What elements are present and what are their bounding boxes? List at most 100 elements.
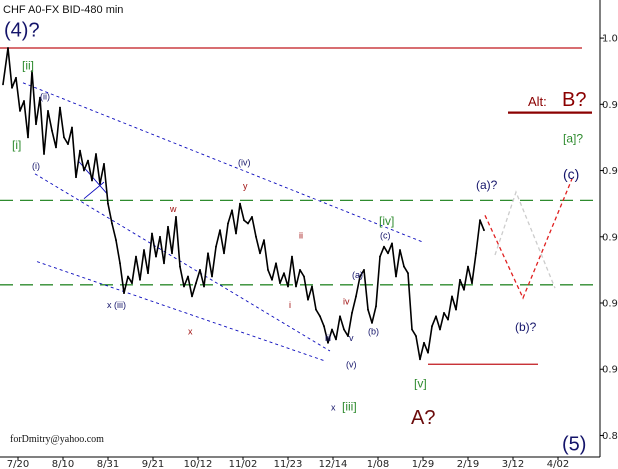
- wave-label: (4)?: [4, 19, 40, 41]
- y-tick-label: 1.00: [602, 34, 618, 45]
- wave-label: iv: [343, 297, 350, 307]
- price-point: [99, 182, 101, 185]
- price-point: [199, 269, 201, 271]
- y-tick-label: 0.92: [602, 299, 618, 310]
- price-point: [327, 341, 329, 344]
- price-point: [395, 275, 397, 278]
- price-point: [387, 252, 389, 255]
- price-point: [155, 255, 157, 258]
- price-point: [359, 275, 361, 278]
- price-point: [271, 278, 273, 281]
- price-point: [95, 153, 97, 155]
- price-point: [255, 235, 257, 238]
- wave-label: iii: [325, 333, 331, 343]
- price-point: [23, 100, 25, 102]
- price-point: [119, 262, 121, 265]
- price-point: [19, 110, 21, 112]
- price-point: [215, 245, 217, 248]
- price-point: [75, 176, 77, 179]
- price-point: [263, 239, 265, 242]
- x-tick-label: 9/21: [142, 459, 164, 469]
- wave-label: (c): [380, 230, 391, 240]
- price-point: [47, 110, 49, 112]
- series-layer: [2, 47, 485, 361]
- price-point: [279, 282, 281, 284]
- wave-label: ii: [299, 230, 303, 240]
- price-point: [347, 335, 349, 337]
- wave-label: (5): [562, 433, 586, 455]
- x-tick-label: 8/31: [97, 459, 119, 469]
- price-point: [435, 315, 437, 318]
- wave-label: (c): [563, 166, 579, 182]
- price-point: [483, 229, 485, 232]
- price-point: [239, 202, 241, 205]
- price-point: [351, 312, 353, 314]
- price-point: [399, 249, 401, 251]
- annotation-layer: (4)?[ii](ii)[i](i) (iv)ywx (iii)xiiiiiiiv…: [4, 19, 586, 455]
- line-layer: [0, 47, 600, 365]
- price-point: [207, 252, 209, 255]
- price-point: [467, 265, 469, 268]
- price-point: [187, 275, 189, 278]
- wave-label: [i]: [12, 138, 21, 152]
- price-point: [415, 335, 417, 337]
- y-tick-label: 0.88: [602, 431, 618, 442]
- price-point: [175, 216, 177, 218]
- price-point: [63, 136, 65, 139]
- price-point: [151, 232, 153, 235]
- x-tick-label: 11/02: [229, 459, 258, 469]
- wave-label: (a): [352, 270, 363, 280]
- price-point: [231, 209, 233, 212]
- x-tick-label: 11/23: [274, 459, 303, 469]
- price-point: [67, 143, 69, 146]
- price-point: [363, 269, 365, 271]
- price-point: [195, 282, 197, 284]
- y-tick-label: 0.96: [602, 166, 618, 177]
- price-point: [55, 146, 57, 149]
- price-point: [171, 252, 173, 255]
- price-point: [39, 96, 41, 99]
- price-point: [283, 272, 285, 275]
- price-point: [371, 322, 373, 324]
- price-point: [107, 202, 109, 205]
- price-point: [407, 272, 409, 275]
- price-point: [391, 242, 393, 245]
- price-point: [71, 126, 73, 129]
- price-point: [51, 129, 53, 132]
- price-point: [323, 325, 325, 328]
- wave-label: [iii]: [342, 400, 357, 414]
- wave-label: A?: [411, 407, 435, 429]
- price-point: [367, 308, 369, 311]
- x-tick-label: 1/08: [367, 459, 389, 469]
- wave-label: [v]: [414, 376, 427, 390]
- price-point: [479, 219, 481, 222]
- wave-label: [a]?: [563, 131, 583, 145]
- price-point: [379, 255, 381, 258]
- x-tick-label: 3/12: [502, 459, 524, 469]
- price-point: [463, 288, 465, 291]
- channel-line-4: [83, 181, 105, 200]
- price-point: [135, 255, 137, 258]
- price-point: [203, 285, 205, 288]
- wave-label: [ii]: [22, 59, 34, 73]
- price-point: [383, 245, 385, 248]
- price-point: [307, 298, 309, 301]
- wave-label: x: [188, 326, 193, 336]
- price-point: [319, 315, 321, 318]
- wave-label: x (iii): [107, 300, 126, 310]
- wave-label: [iv]: [379, 214, 394, 228]
- price-point: [87, 159, 89, 162]
- price-point: [35, 123, 37, 126]
- price-point: [127, 275, 129, 278]
- price-point: [291, 255, 293, 258]
- x-tick-label: 7/20: [7, 459, 29, 469]
- price-point: [91, 179, 93, 182]
- x-tick-label: 8/10: [52, 459, 74, 469]
- price-point: [2, 83, 4, 86]
- price-point: [83, 169, 85, 172]
- price-point: [227, 222, 229, 225]
- price-point: [403, 265, 405, 268]
